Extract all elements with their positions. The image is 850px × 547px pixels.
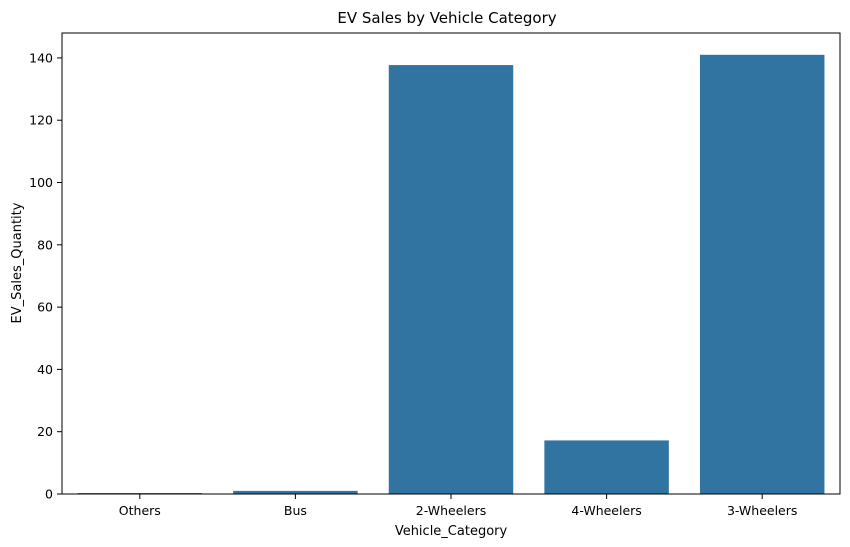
x-axis-ticks: Others Bus 2-Wheelers 4-Wheelers 3-Wheelers xyxy=(119,494,797,518)
chart-title: EV Sales by Vehicle Category xyxy=(337,9,556,27)
y-tick-label: 120 xyxy=(29,113,53,128)
x-tick-label: 3-Wheelers xyxy=(727,503,797,518)
bar-bus xyxy=(233,490,358,494)
bar-3-wheelers xyxy=(699,54,825,495)
bar-4-wheelers xyxy=(544,440,669,494)
y-axis-ticks: 0 20 40 60 80 100 120 140 xyxy=(29,50,62,502)
y-tick-label: 20 xyxy=(37,424,53,439)
x-tick-label: 4-Wheelers xyxy=(571,503,641,518)
y-tick-label: 0 xyxy=(45,487,53,502)
x-tick-label: 2-Wheelers xyxy=(416,503,486,518)
bar-2-wheelers xyxy=(388,65,514,495)
x-axis-label: Vehicle_Category xyxy=(395,524,508,539)
y-axis-label: EV_Sales_Quantity xyxy=(10,202,25,323)
x-tick-label: Others xyxy=(119,503,161,518)
y-tick-label: 60 xyxy=(37,300,53,315)
y-tick-label: 40 xyxy=(37,362,53,377)
bars-group xyxy=(77,54,825,495)
y-tick-label: 140 xyxy=(29,50,53,65)
y-tick-label: 100 xyxy=(29,175,53,190)
x-tick-label: Bus xyxy=(284,503,307,518)
plot-frame xyxy=(61,32,841,495)
y-tick-label: 80 xyxy=(37,237,53,252)
